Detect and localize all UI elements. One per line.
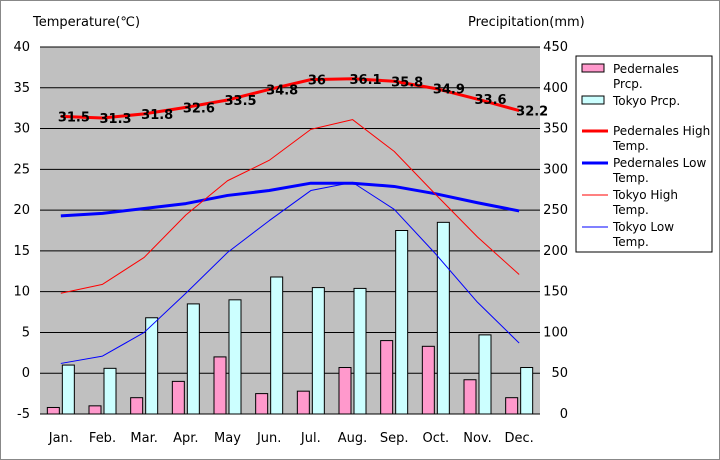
data-label: 33.6: [475, 93, 507, 108]
right-tick-label: 400: [543, 81, 568, 96]
x-tick-label: Feb.: [89, 431, 116, 446]
right-axis-ticks: 0 50 100 150 200 250 300 350 400 450: [543, 40, 568, 422]
data-label: 32.6: [183, 101, 215, 116]
x-tick-label: May: [214, 431, 241, 446]
x-tick-label: Oct.: [423, 431, 450, 446]
right-tick-label: 300: [543, 162, 568, 177]
precip-bar: [353, 287, 367, 415]
legend-label: Prcp.: [613, 77, 643, 91]
precip-bar: [463, 379, 477, 415]
left-tick-label: 30: [13, 122, 30, 137]
legend-label: Temp.: [612, 139, 649, 153]
legend-box: [575, 55, 713, 253]
x-tick-label: Mar.: [130, 431, 157, 446]
precip-bar: [270, 276, 284, 415]
x-tick-label: Sep.: [380, 431, 409, 446]
legend-label: Temp.: [612, 171, 649, 185]
precip-bar: [380, 340, 394, 415]
left-axis-ticks: -5 0 5 10 15 20 25 30 35 40: [13, 40, 30, 422]
x-axis-ticks: Jan. Feb. Mar. Apr. May Jun. Jul. Aug. Sep. Oct. N…: [48, 431, 534, 446]
precip-bar: [520, 367, 534, 415]
precip-bar: [61, 364, 75, 415]
left-axis-title: Temperature(℃): [32, 15, 140, 30]
precip-bar: [478, 334, 492, 415]
temperature-line: [60, 119, 520, 294]
left-tick-label: -5: [17, 407, 30, 422]
precip-bar: [145, 317, 159, 415]
left-tick-label: 40: [13, 40, 30, 55]
precip-bar: [103, 367, 117, 415]
legend-label: Tokyo Low: [612, 220, 674, 234]
grid-lines: [40, 46, 540, 415]
x-tick-label: Nov.: [463, 431, 492, 446]
right-tick-label: 250: [543, 203, 568, 218]
temperature-lines: [60, 77, 520, 364]
legend-label: Pedernales: [613, 62, 679, 76]
x-tick-label: Aug.: [338, 431, 368, 446]
right-tick-label: 350: [543, 122, 568, 137]
precip-bar: [228, 299, 242, 415]
x-tick-label: Jan.: [48, 431, 73, 446]
precip-bar: [505, 397, 519, 415]
left-tick-label: 35: [13, 81, 30, 96]
data-label: 31.8: [141, 108, 173, 123]
right-tick-label: 50: [551, 366, 568, 381]
legend-label: Temp.: [612, 235, 649, 249]
data-label: 32.2: [516, 105, 548, 120]
precip-bar: [213, 356, 227, 415]
data-label: 31.5: [58, 110, 90, 125]
legend-swatch: [581, 63, 605, 73]
left-tick-label: 20: [13, 203, 30, 218]
x-tick-label: Apr.: [173, 431, 198, 446]
precip-bar: [88, 405, 102, 415]
right-tick-label: 150: [543, 285, 568, 300]
precip-bar: [46, 406, 60, 415]
data-label: 33.5: [225, 94, 257, 109]
x-tick-label: Jun.: [256, 431, 281, 446]
left-tick-label: 5: [22, 325, 30, 340]
temperature-line: [60, 181, 520, 218]
precip-bar: [436, 221, 450, 415]
left-tick-label: 0: [22, 366, 30, 381]
precip-bar: [255, 393, 269, 415]
precip-bar: [338, 367, 352, 415]
precip-bar: [186, 303, 200, 415]
legend-label: Pedernales High: [613, 124, 710, 138]
precip-bar: [395, 230, 409, 415]
precip-bar: [130, 397, 144, 415]
legend-swatch: [581, 95, 605, 105]
precip-bar: [421, 345, 435, 415]
left-tick-label: 25: [13, 162, 30, 177]
precip-bar: [311, 287, 325, 415]
data-label: 34.8: [266, 83, 298, 98]
left-tick-label: 10: [13, 285, 30, 300]
legend-label: Temp.: [612, 203, 649, 217]
data-label: 31.3: [100, 112, 132, 127]
temperature-line: [60, 77, 520, 120]
right-tick-label: 0: [560, 407, 568, 422]
data-labels: 31.5 31.3 31.8 32.6 33.5 34.8 36 36.1 35.8 34.9 33…: [58, 73, 548, 127]
data-label: 36: [308, 74, 326, 89]
plot-area: [40, 47, 540, 414]
legend-label: Tokyo High: [612, 188, 678, 202]
precipitation-bars: [46, 221, 534, 415]
data-label: 35.8: [391, 75, 423, 90]
temperature-line: [60, 181, 520, 364]
precip-bar: [296, 390, 310, 415]
right-tick-label: 200: [543, 244, 568, 259]
legend-label: Pedernales Low: [613, 156, 706, 170]
x-tick-label: Dec.: [505, 431, 534, 446]
left-tick-label: 15: [13, 244, 30, 259]
data-label: 34.9: [433, 83, 465, 98]
data-label: 36.1: [350, 73, 382, 88]
right-tick-label: 100: [543, 325, 568, 340]
legend-label: Tokyo Prcp.: [612, 94, 680, 108]
right-axis-title: Precipitation(mm): [468, 15, 585, 30]
right-tick-label: 450: [543, 40, 568, 55]
precip-bar: [171, 380, 185, 415]
x-tick-label: Jul.: [300, 431, 321, 446]
